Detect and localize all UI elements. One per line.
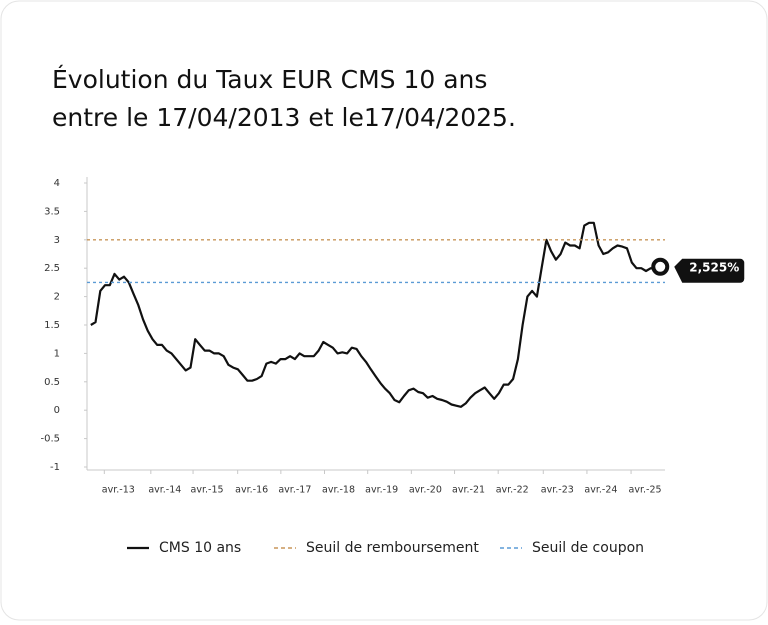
x-tick-label: avr.-19: [365, 485, 398, 496]
x-tick-label: avr.-24: [584, 485, 617, 496]
y-tick-label: -0.5: [40, 434, 60, 445]
data-line: [90, 221, 661, 408]
y-tick-label: 2: [54, 292, 60, 303]
y-tick-label: 3: [54, 235, 60, 246]
x-tick-label: avr.-17: [278, 485, 311, 496]
x-tick-label: avr.-18: [322, 485, 355, 496]
end-label-box: [674, 258, 745, 283]
y-tick-label: 0: [54, 405, 60, 416]
x-tick-label: avr.-16: [235, 485, 268, 496]
legend-label: Seuil de remboursement: [306, 540, 479, 556]
x-tick-label: avr.-25: [629, 485, 662, 496]
x-tick-label: avr.-23: [541, 485, 574, 496]
y-tick-label: 4: [54, 178, 60, 189]
y-tick-label: 0.5: [44, 377, 60, 388]
x-tick-label: avr.-22: [496, 485, 529, 496]
x-tick-label: avr.-20: [409, 485, 442, 496]
chart-title: entre le 17/04/2013 et le17/04/2025.: [52, 103, 516, 132]
y-tick-label: 1.5: [44, 320, 60, 331]
y-tick-label: 3.5: [44, 206, 60, 217]
legend-label: Seuil de coupon: [532, 540, 644, 556]
y-tick-label: 2.5: [44, 263, 60, 274]
chart-title: Évolution du Taux EUR CMS 10 ans: [52, 65, 487, 94]
x-tick-label: avr.-13: [102, 485, 135, 496]
end-label: 2,525%: [689, 260, 739, 274]
x-tick-label: avr.-14: [148, 485, 181, 496]
end-marker: [651, 257, 670, 276]
y-tick-label: -1: [50, 462, 60, 473]
legend-label: CMS 10 ans: [159, 540, 241, 556]
y-tick-label: 1: [54, 348, 60, 359]
x-tick-label: avr.-15: [191, 485, 224, 496]
x-tick-label: avr.-21: [452, 485, 485, 496]
